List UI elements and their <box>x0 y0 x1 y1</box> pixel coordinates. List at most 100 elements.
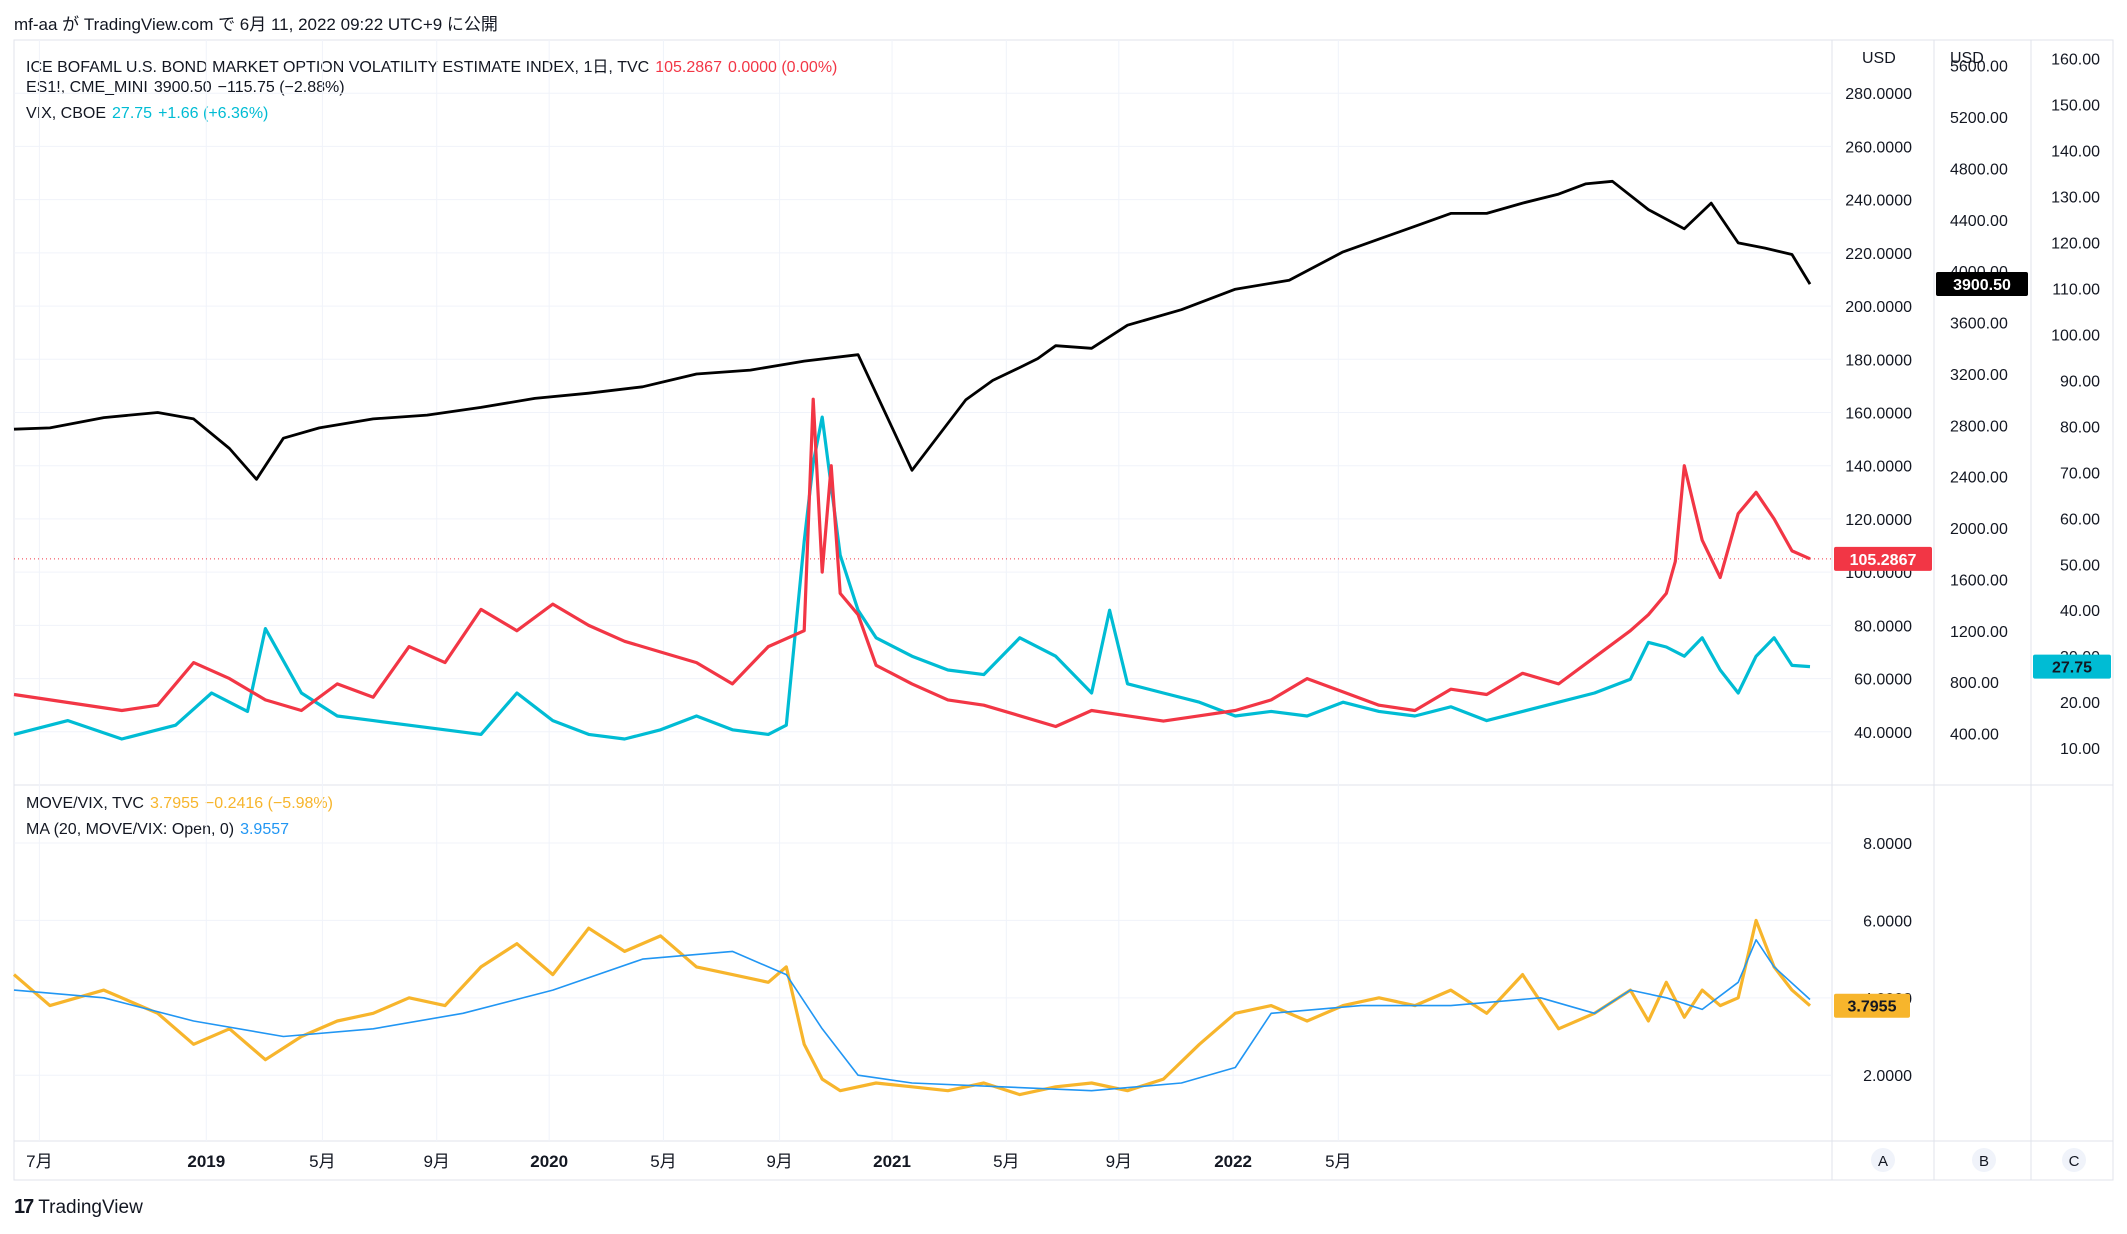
series-line-4 <box>13 938 1811 1092</box>
scale-a-label: A <box>1878 1153 1888 1170</box>
series-line-0 <box>13 179 1812 481</box>
vix_scale-tick-label: 130.00 <box>2051 189 2100 206</box>
move_scale-tick-label: 60.0000 <box>1854 672 1912 689</box>
vix_scale-tick-label: 110.00 <box>2052 281 2100 298</box>
move_scale-tick-label: 260.0000 <box>1845 139 1912 156</box>
es_scale-tick-label: 4800.00 <box>1950 161 2008 178</box>
vix_scale-tick-label: 80.00 <box>2060 419 2100 436</box>
footer-logo[interactable]: 17 TradingView <box>14 1196 143 1219</box>
scale-c-label: C <box>2069 1153 2080 1170</box>
grid <box>14 40 1832 1141</box>
es_scale-tick-label: 3600.00 <box>1950 316 2008 333</box>
es-last-badge-bg <box>1936 272 2028 297</box>
legend-top-row-1[interactable]: ES1!, CME_MINI 3900.50 −115.75 (−2.88%) <box>26 79 351 97</box>
move_scale-tick-label: 180.0000 <box>1845 352 1912 369</box>
usd-label-a: USD <box>1862 50 1896 67</box>
ratio-last-badge-bg <box>1834 993 1910 1018</box>
legend-bottom-name: MOVE/VIX, TVC <box>26 795 144 812</box>
x-tick-label: 2020 <box>530 1152 568 1171</box>
x-tick-label: 5月 <box>993 1152 1019 1171</box>
move_scale-tick-label: 40.0000 <box>1854 725 1912 742</box>
move_scale-tick-label: 280.0000 <box>1845 86 1912 103</box>
es_scale-tick-label: 5200.00 <box>1950 110 2008 127</box>
vix-last-badge: 27.75 <box>2052 660 2092 677</box>
legend-top-change: 0.0000 (0.00%) <box>727 59 838 76</box>
vix_scale-tick-label: 160.00 <box>2051 51 2100 68</box>
es_scale-tick-label: 3200.00 <box>1950 367 2008 384</box>
vix_scale-tick-label: 120.00 <box>2051 235 2100 252</box>
last-value-badges: 105.2867 3900.50 27.75 3.7955 <box>1834 272 2111 1018</box>
usd-label-b: USD <box>1950 50 1984 67</box>
chart-frame <box>13 39 2114 1181</box>
ratio_scale-tick-label: 2.0000 <box>1863 1068 1912 1085</box>
legend-bottom-change: −0.2416 (−5.98%) <box>204 795 333 812</box>
es_scale-tick-label: 2800.00 <box>1950 418 2008 435</box>
legend-top-change: +1.66 (+6.36%) <box>158 105 269 122</box>
move-last-badge-bg <box>1834 546 1932 571</box>
axis-vix-scale: 10.0020.0030.0040.0050.0060.0070.0080.00… <box>2051 51 2100 758</box>
vix_scale-tick-label: 20.00 <box>2060 695 2100 712</box>
vix_scale-tick-label: 150.00 <box>2051 97 2100 114</box>
legend-top-name: VIX, CBOE <box>26 105 107 122</box>
x-tick-label: 2021 <box>873 1152 911 1171</box>
move_scale-tick-label: 220.0000 <box>1845 246 1912 263</box>
scale-a-button[interactable] <box>1871 1148 1895 1172</box>
legend-top-name: ICE BOFAML U.S. BOND MARKET OPTION VOLAT… <box>26 59 650 76</box>
vix_scale-tick-label: 40.00 <box>2060 603 2100 620</box>
time-axis: 7月 2019 5月 9月 2020 5月 9月 2021 5月 9月 2022 5月 <box>26 1152 1351 1171</box>
vix_scale-tick-label: 140.00 <box>2051 143 2100 160</box>
scale-c-button[interactable] <box>2062 1148 2086 1172</box>
x-tick-label: 9月 <box>766 1152 792 1171</box>
move_scale-tick-label: 80.0000 <box>1854 618 1912 635</box>
x-tick-label: 2019 <box>187 1152 225 1171</box>
ratio_scale-tick-label: 6.0000 <box>1863 913 1912 930</box>
series-line-3 <box>12 918 1812 1097</box>
legend-bottom-value: 3.9557 <box>240 821 290 838</box>
move_scale-tick-label: 200.0000 <box>1845 299 1912 316</box>
axis-es-scale: 400.00 800.00 1200.00 1600.00 2000.00 2400.00… <box>1950 59 2008 744</box>
x-tick-label: 5月 <box>309 1152 335 1171</box>
move_scale-tick-label: 120.0000 <box>1845 512 1912 529</box>
scale-b-button[interactable] <box>1972 1148 1996 1172</box>
vix_scale-tick-label: 60.00 <box>2060 511 2100 528</box>
legend-bottom-row-1[interactable]: MA (20, MOVE/VIX: Open, 0) 3.9557 <box>26 821 295 839</box>
legend-bottom-row-0[interactable]: MOVE/VIX, TVC 3.7955 −0.2416 (−5.98%) <box>26 795 339 813</box>
es_scale-tick-label: 2000.00 <box>1950 521 2008 538</box>
legend-bottom-value: 3.7955 <box>149 795 199 812</box>
es_scale-tick-label: 400.00 <box>1950 727 1999 744</box>
move_scale-tick-label: 140.0000 <box>1845 459 1912 476</box>
series-layer <box>12 179 1812 1097</box>
es_scale-tick-label: 1600.00 <box>1950 572 2008 589</box>
es_scale-tick-label: 2400.00 <box>1950 470 2008 487</box>
legend-top-value: 105.2867 <box>655 59 722 76</box>
x-tick-label: 7月 <box>26 1152 52 1171</box>
axis-move-scale: 40.000060.000080.0000100.0000120.0000140… <box>1845 86 1912 742</box>
legend-top-row-2[interactable]: VIX, CBOE 27.75 +1.66 (+6.36%) <box>26 105 274 123</box>
vix_scale-tick-label: 70.00 <box>2060 465 2100 482</box>
tradingview-logo-icon: 17 <box>14 1196 34 1218</box>
x-tick-label: 5月 <box>650 1152 676 1171</box>
legend-top-name: ES1!, CME_MINI <box>26 79 148 96</box>
move_scale-tick-label: 240.0000 <box>1845 193 1912 210</box>
vix_scale-tick-label: 50.00 <box>2060 557 2100 574</box>
x-tick-label: 9月 <box>423 1152 449 1171</box>
es_scale-tick-label: 5600.00 <box>1950 59 2008 76</box>
vix-last-badge-bg <box>2033 654 2111 679</box>
legend-top-value: 27.75 <box>112 105 153 122</box>
es_scale-tick-label: 4400.00 <box>1950 213 2008 230</box>
legend-bottom-name: MA (20, MOVE/VIX: Open, 0) <box>26 821 235 838</box>
vix_scale-tick-label: 90.00 <box>2060 373 2100 390</box>
ratio_scale-tick-label: 8.0000 <box>1863 836 1912 853</box>
legend-top-row-0[interactable]: ICE BOFAML U.S. BOND MARKET OPTION VOLAT… <box>26 53 843 77</box>
series-line-2 <box>13 415 1811 741</box>
es_scale-tick-label: 800.00 <box>1950 675 1999 692</box>
es_scale-tick-label: 1200.00 <box>1950 624 2008 641</box>
legend-top-change: −115.75 (−2.88%) <box>217 79 345 96</box>
vix_scale-tick-label: 10.00 <box>2060 741 2100 758</box>
es-last-badge: 3900.50 <box>1953 277 2011 294</box>
footer-logo-text: TradingView <box>38 1196 143 1218</box>
vix_scale-tick-label: 100.00 <box>2051 327 2100 344</box>
ratio-last-badge: 3.7955 <box>1848 999 1897 1016</box>
